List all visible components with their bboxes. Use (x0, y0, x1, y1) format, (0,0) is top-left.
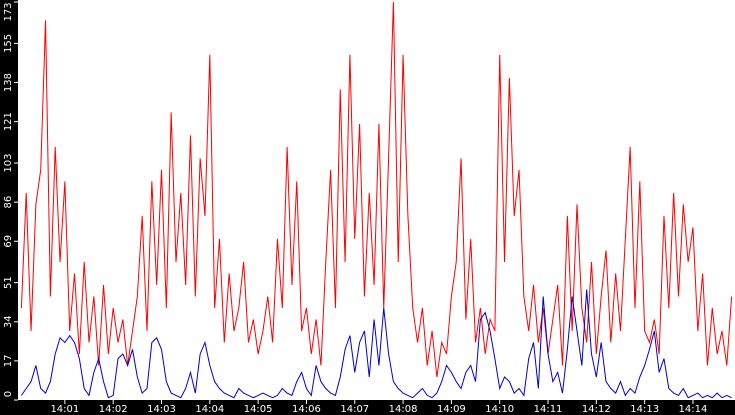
x-tick-label: 14:09 (437, 404, 466, 415)
y-tick-label: 69 (3, 235, 14, 248)
x-tick-label: 14:01 (50, 404, 79, 415)
x-tick-label: 14:14 (679, 404, 708, 415)
y-tick-label: 17 (3, 355, 14, 368)
series-line (20, 289, 732, 399)
y-tick-label: 121 (3, 112, 14, 131)
y-tick-label: 103 (3, 153, 14, 172)
x-tick-label: 14:08 (389, 404, 418, 415)
y-tick-label: 155 (3, 34, 14, 53)
x-tick-label: 14:06 (292, 404, 321, 415)
y-tick-label: 138 (3, 73, 14, 92)
x-tick-label: 14:10 (485, 404, 514, 415)
x-tick-label: 14:12 (582, 404, 611, 415)
x-tick-label: 14:05 (244, 404, 273, 415)
x-tick-label: 14:07 (340, 404, 369, 415)
series-line (20, 1, 733, 378)
x-tick-label: 14:02 (99, 404, 128, 415)
x-tick-label: 14:03 (147, 404, 176, 415)
y-tick-label: 86 (3, 196, 14, 209)
x-axis-bar (0, 400, 735, 415)
x-tick-label: 14:11 (534, 404, 563, 415)
y-tick-label: 34 (3, 315, 14, 328)
x-tick-label: 14:04 (195, 404, 224, 415)
y-tick-label: 51 (3, 276, 14, 289)
y-tick-label: 0 (3, 391, 14, 397)
x-tick-label: 14:13 (630, 404, 659, 415)
y-axis-bar (0, 0, 18, 415)
y-tick-label: 173 (3, 2, 14, 21)
